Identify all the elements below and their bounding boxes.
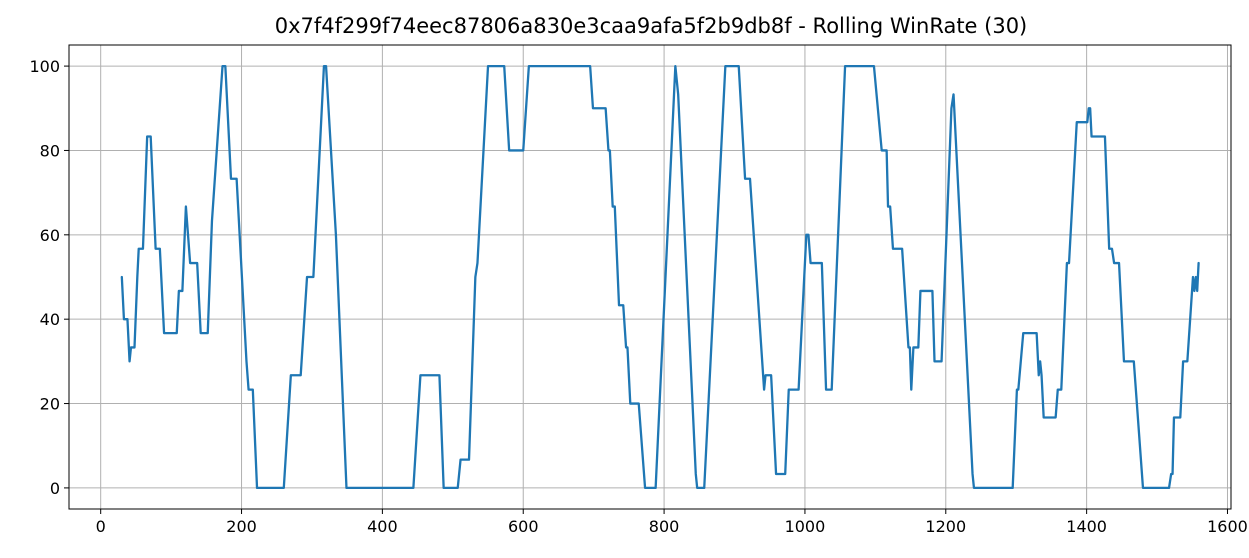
y-tick-label: 40 xyxy=(40,310,60,329)
x-tick-label: 0 xyxy=(96,517,106,536)
plot-frame xyxy=(68,44,1232,510)
axis-layer: 0 200 400 600 800 1000 1200 1400 1600 0 20 40 60 80 10… xyxy=(29,44,1248,536)
series-layer xyxy=(120,64,1200,490)
x-tick-label: 1000 xyxy=(785,517,826,536)
chart-title: 0x7f4f299f74eec87806a830e3caa9afa5f2b9db… xyxy=(275,14,1028,38)
x-tick-label: 1200 xyxy=(925,517,966,536)
y-tick-label: 20 xyxy=(40,395,60,414)
y-tick-label: 0 xyxy=(50,479,60,498)
x-tick-label: 1600 xyxy=(1207,517,1248,536)
x-tick-label: 200 xyxy=(226,517,257,536)
y-tick-label: 80 xyxy=(40,141,60,160)
y-tick-label: 100 xyxy=(29,57,60,76)
x-tick-label: 1400 xyxy=(1066,517,1107,536)
x-tick-label: 600 xyxy=(508,517,539,536)
series-line-rolling-winrate xyxy=(120,64,1200,490)
x-tick-label: 400 xyxy=(367,517,398,536)
grid-layer xyxy=(69,45,1231,509)
y-tick-label: 60 xyxy=(40,226,60,245)
x-tick-label: 800 xyxy=(649,517,680,536)
